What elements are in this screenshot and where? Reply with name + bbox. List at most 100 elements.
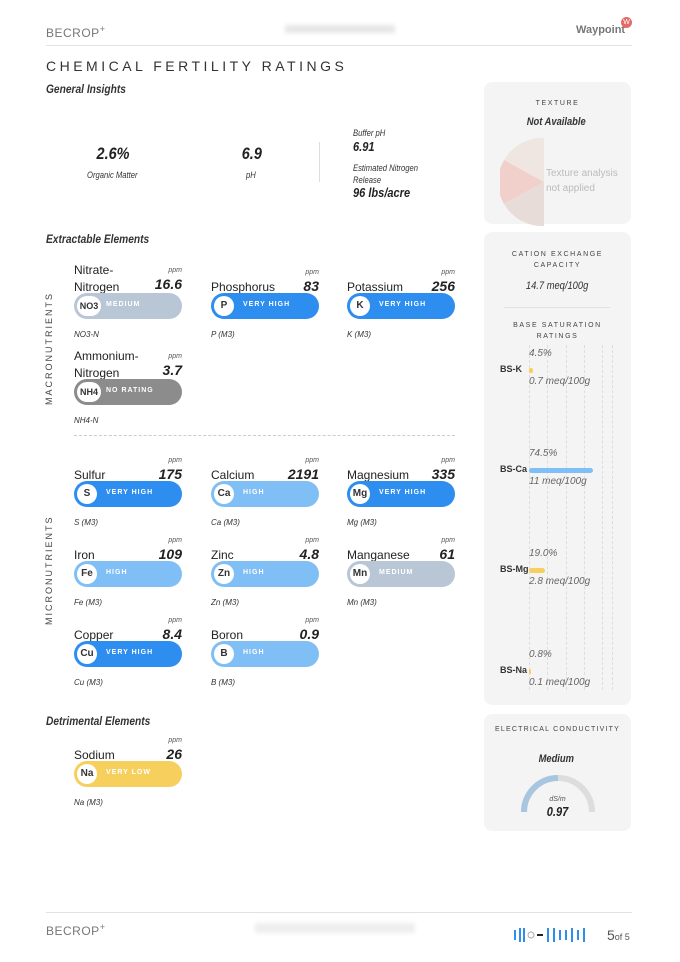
ppm-label: ppm [441,457,455,464]
ppm-label: ppm [168,267,182,274]
element-symbol-badge: S [77,484,97,504]
bs-meq: 11 meq/100g [529,476,587,487]
footer-brand-text: BECROP [46,924,100,938]
ppm-label: ppm [168,737,182,744]
element-value: 8.4 [162,626,182,642]
method-label: Mg (M3) [347,518,377,527]
base-saturation-heading: BASE SATURATION RATINGS [513,322,602,340]
element-name: Potassium [347,280,404,294]
element-value: 2191 [287,466,319,482]
partner-logo: Waypoint [576,24,626,36]
ec-gauge [521,775,595,813]
rating-label: VERY HIGH [106,489,154,496]
rating-label: VERY HIGH [379,301,427,308]
element-name: Ammonium-Nitrogen [74,349,139,380]
rating-pill: K VERY HIGH [347,293,455,319]
element-symbol-badge: Fe [77,564,97,584]
bs-percent: 0.8% [529,649,552,660]
ppm-label: ppm [168,353,182,360]
buffer-ph-value: 6.91 [353,139,375,154]
bs-bar [529,468,593,473]
bs-gridline [529,345,530,690]
element-symbol-badge: Na [77,764,97,784]
brand-logo: BECROP+ [46,24,105,40]
bs-gridline [602,345,603,690]
element-value: 4.8 [299,546,319,562]
method-label: Fe (M3) [74,598,102,607]
element-value: 3.7 [162,362,182,378]
general-insights-heading: General Insights [46,82,126,96]
element-value: 16.6 [154,276,182,292]
element-name: Copper [74,628,114,642]
bs-label: BS-K [500,364,522,374]
element-potassium: ppm Potassium 256 K VERY HIGH K (M3) [347,269,455,352]
rating-label: HIGH [243,649,265,656]
texture-value: Not Available [526,116,586,128]
element-value: 83 [303,278,319,294]
element-iron: ppm Iron 109 Fe HIGH Fe (M3) [74,537,182,620]
extractable-elements-heading: Extractable Elements [46,232,150,246]
rating-label: MEDIUM [106,301,141,308]
detrimental-elements-heading: Detrimental Elements [46,714,151,728]
texture-heading: TEXTURE [535,100,580,107]
rating-label: MEDIUM [379,569,414,576]
ec-value: 0.97 [546,804,569,819]
element-boron: ppm Boron 0.9 B HIGH B (M3) [211,617,319,700]
bs-meq: 2.8 meq/100g [529,576,591,587]
footer-divider [46,912,632,913]
bs-label: BS-Ca [500,464,528,474]
bs-label: BS-Na [500,665,528,675]
insights-divider [319,142,320,182]
element-value: 26 [166,746,182,762]
rating-pill: Cu VERY HIGH [74,641,182,667]
element-magnesium: ppm Magnesium 335 Mg VERY HIGH Mg (M3) [347,457,455,540]
blurred-report-id [285,25,395,33]
element-symbol-badge: B [214,644,234,664]
ppm-label: ppm [441,269,455,276]
element-symbol-badge: Mg [350,484,370,504]
element-symbol-badge: P [214,296,234,316]
rating-label: HIGH [243,489,265,496]
nitrogen-release-label: Estimated Nitrogen Release [353,163,419,185]
rating-pill: Mg VERY HIGH [347,481,455,507]
organic-matter-value: 2.6% [96,144,130,163]
rating-pill: S VERY HIGH [74,481,182,507]
element-value: 335 [431,466,455,482]
texture-card: TEXTURE Not Available Texture analysis n… [484,82,631,226]
partner-logo-icon: W [621,17,632,28]
rating-label: HIGH [106,569,128,576]
rating-pill: Zn HIGH [211,561,319,587]
page-title: CHEMICAL FERTILITY RATINGS [46,58,348,74]
element-value: 256 [431,278,455,294]
cec-heading: CATION EXCHANGE CAPACITY [511,251,604,269]
rating-pill: B HIGH [211,641,319,667]
organic-matter-label: Organic Matter [87,170,138,180]
ppm-label: ppm [168,537,182,544]
rating-label: VERY HIGH [243,301,291,308]
rating-label: VERY HIGH [106,649,154,656]
barcode-logo-icon [514,928,585,942]
page-total: of 5 [614,932,630,942]
rating-pill: P VERY HIGH [211,293,319,319]
blurred-footer-text [255,923,415,933]
element-ammonium-nitrogen: ppm Ammonium-Nitrogen 3.7 NH4 NO RATING NH4-N [74,348,182,428]
bs-meq: 0.7 meq/100g [529,376,591,387]
method-label: NH4-N [74,416,99,425]
element-symbol-badge: Ca [214,484,234,504]
rating-pill: Fe HIGH [74,561,182,587]
element-name: Nitrate-Nitrogen [74,263,120,294]
rating-label: HIGH [243,569,265,576]
ph-label: pH [246,170,256,180]
bs-percent: 74.5% [529,448,558,459]
element-name: Zinc [211,548,234,562]
method-label: Mn (M3) [347,598,377,607]
element-name: Magnesium [347,468,410,482]
rating-pill: Na VERY LOW [74,761,182,787]
page-number: 5of 5 [607,927,630,945]
bs-label: BS-Mg [500,564,529,574]
bs-gridline [584,345,585,690]
macro-micro-divider [74,435,455,436]
bs-bar [529,368,533,373]
method-label: Na (M3) [74,798,103,807]
ec-card: ELECTRICAL CONDUCTIVITY Medium dS/m 0.97 [484,714,631,831]
